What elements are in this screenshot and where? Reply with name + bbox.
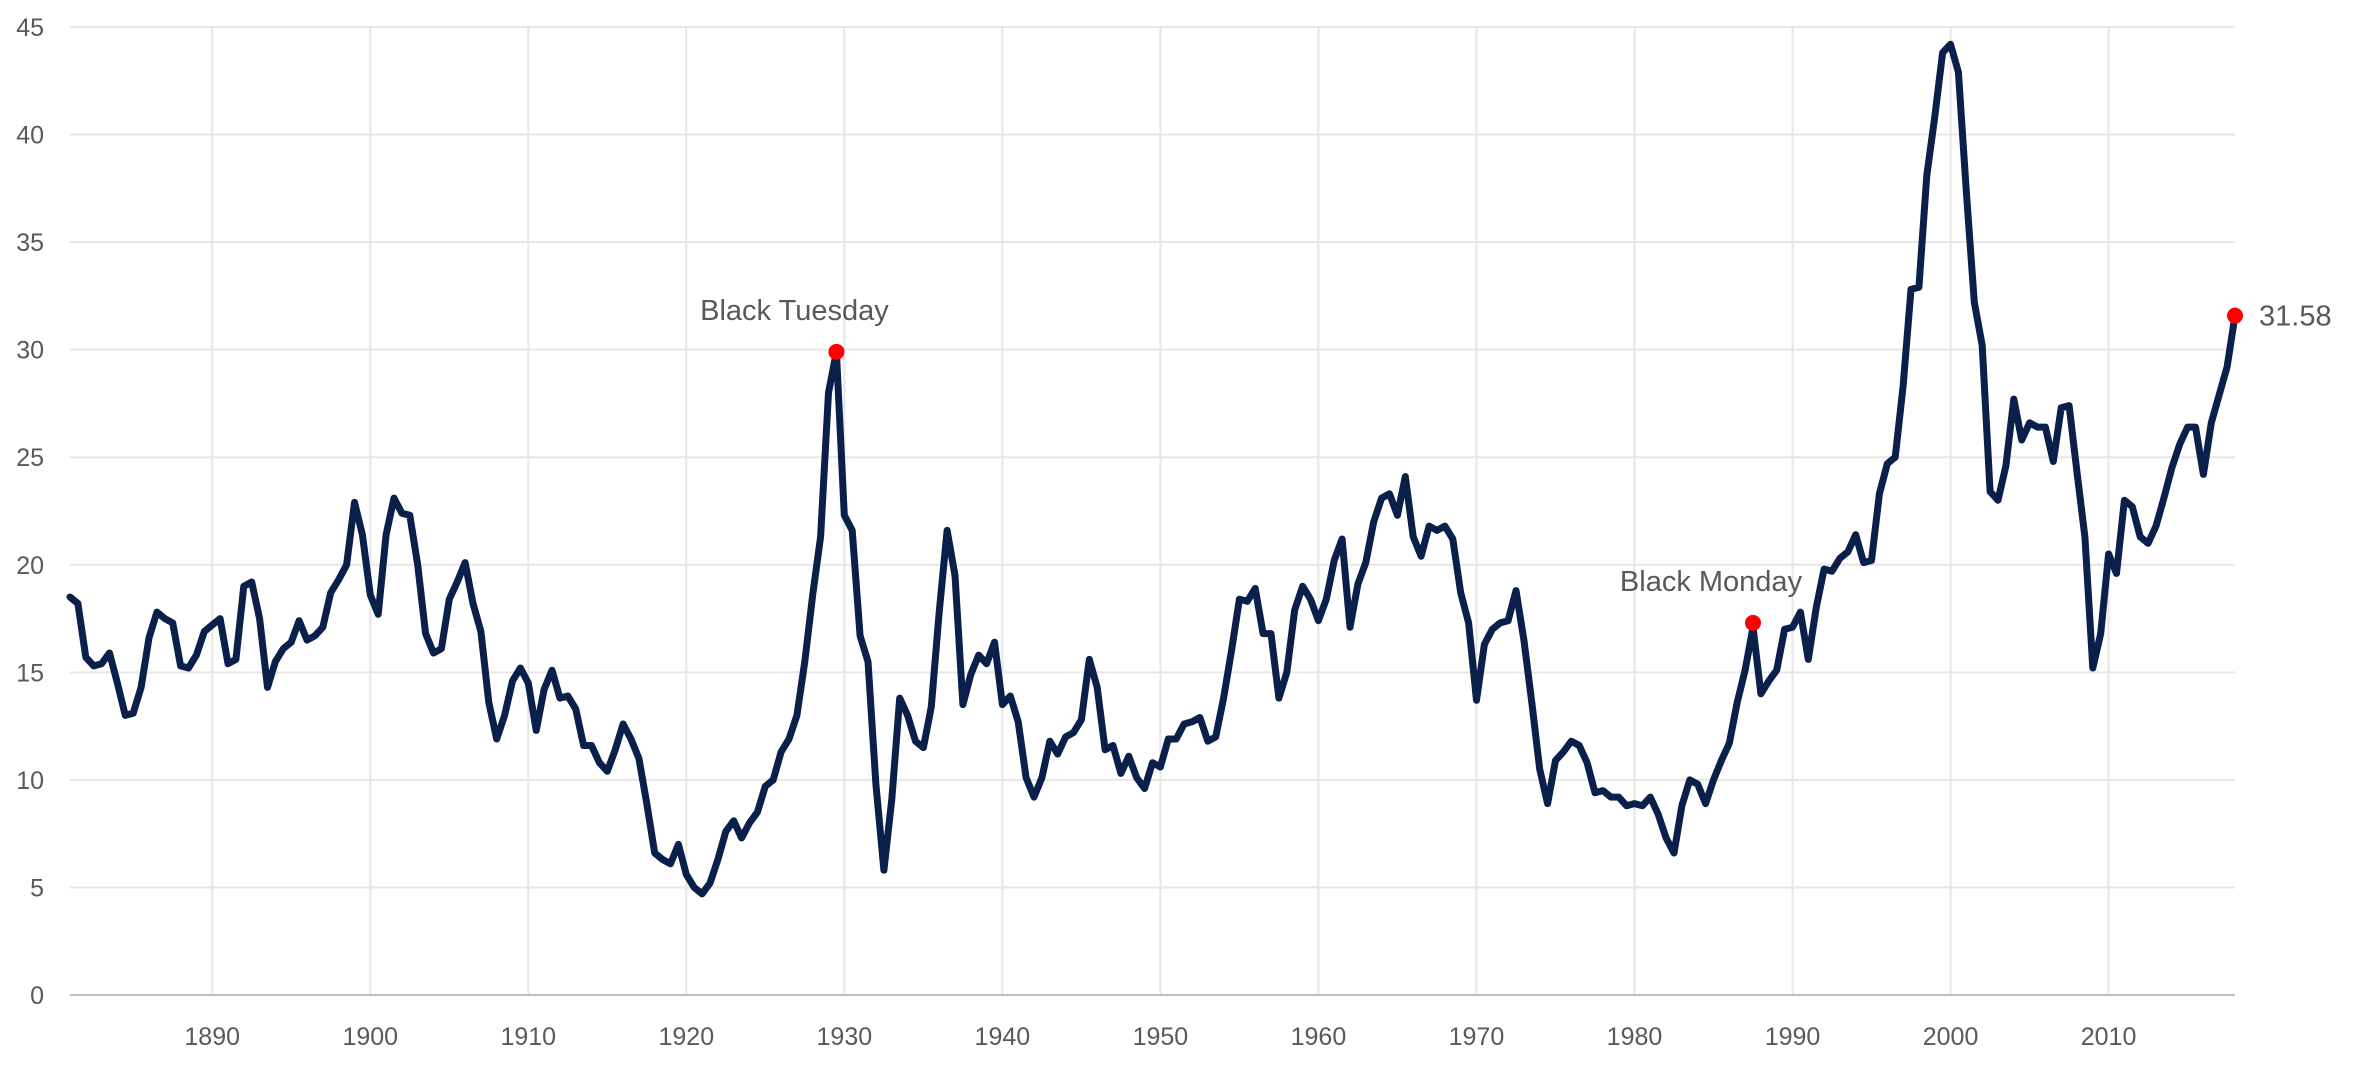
annotation-marker <box>2227 307 2243 324</box>
annotation-label: Black Tuesday <box>700 295 889 327</box>
annotation-marker <box>828 343 845 360</box>
y-tick-label: 10 <box>16 767 44 795</box>
x-tick-label: 2010 <box>2081 1023 2137 1051</box>
y-tick-label: 0 <box>30 982 44 1010</box>
x-axis-tick-labels: 1890 1900 1910 1920 1930 1940 1950 1960 1970 1980… <box>184 1023 2136 1051</box>
x-tick-label: 1930 <box>817 1023 873 1051</box>
y-tick-label: 40 <box>16 122 44 150</box>
y-tick-label: 35 <box>16 229 44 257</box>
x-tick-label: 1940 <box>975 1023 1031 1051</box>
horizontal-gridlines <box>70 26 2235 889</box>
series-line <box>66 40 2239 898</box>
y-tick-label: 25 <box>16 444 44 472</box>
x-tick-label: 1980 <box>1607 1023 1663 1051</box>
x-tick-label: 1920 <box>659 1023 715 1051</box>
y-tick-label: 30 <box>16 337 44 365</box>
annotation-marker <box>1745 614 1762 631</box>
annotation-label: Black Monday <box>1620 566 1803 598</box>
x-tick-label: 1960 <box>1291 1023 1347 1051</box>
x-tick-label: 1900 <box>342 1023 398 1051</box>
y-axis-tick-labels: 0 5 10 15 20 25 30 35 40 45 <box>16 14 44 1010</box>
vertical-gridlines <box>211 27 2110 995</box>
x-tick-label: 1890 <box>184 1023 240 1051</box>
last-value-label: 31.58 <box>2259 301 2332 333</box>
x-tick-label: 1950 <box>1133 1023 1189 1051</box>
x-tick-label: 2000 <box>1923 1023 1979 1051</box>
x-tick-label: 1910 <box>500 1023 556 1051</box>
x-tick-label: 1970 <box>1449 1023 1505 1051</box>
annotations-layer: Black Tuesday Black Monday 31.58 <box>700 295 2332 631</box>
y-tick-label: 45 <box>16 14 44 42</box>
y-tick-label: 20 <box>16 552 44 580</box>
series-layer <box>66 40 2239 898</box>
y-tick-label: 15 <box>16 659 44 687</box>
y-tick-label: 5 <box>30 874 44 902</box>
x-tick-label: 1990 <box>1765 1023 1821 1051</box>
